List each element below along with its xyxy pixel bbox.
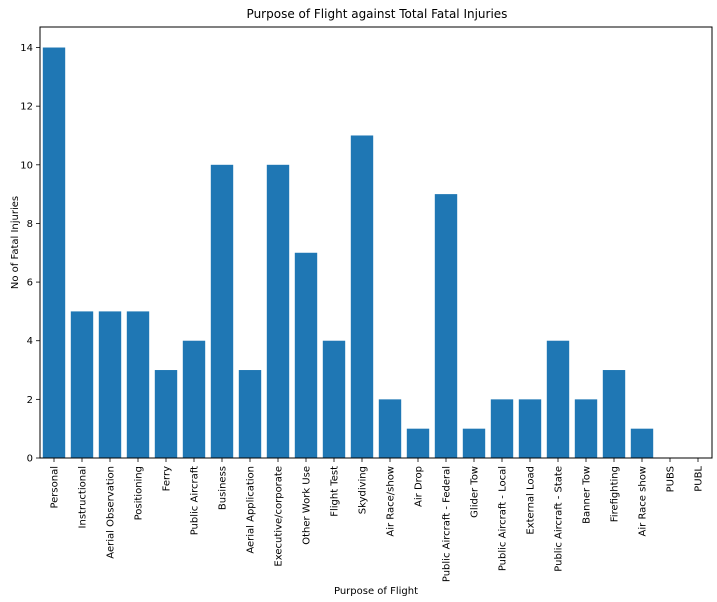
bar-19 (574, 399, 598, 458)
x-tick-label-9: Other Work Use (302, 466, 313, 545)
x-tick-label-14: Public Aircraft - Federal (442, 466, 453, 582)
bars-layer (42, 47, 654, 459)
bar-3 (126, 311, 150, 458)
y-tick-label-5: 10 (20, 160, 33, 171)
x-tick-label-11: Skydiving (358, 466, 369, 514)
bar-4 (154, 370, 178, 458)
x-tick-label-13: Air Drop (414, 466, 425, 507)
y-axis-title: No of Fatal Injuries (10, 196, 21, 289)
bar-0 (42, 47, 66, 459)
bar-14 (434, 194, 458, 458)
bar-21 (630, 428, 654, 458)
plot-frame (39, 26, 713, 459)
y-axis: 0 2 4 6 8 10 12 14 (20, 43, 40, 465)
x-axis: Personal Instructional Aerial Observation P… (50, 458, 705, 582)
y-tick-label-7: 14 (20, 43, 33, 54)
bar-13 (406, 428, 430, 458)
x-tick-label-3: Positioning (134, 466, 145, 520)
bar-12 (378, 399, 402, 458)
bar-20 (602, 370, 626, 458)
x-tick-label-2: Aerial Observation (106, 466, 117, 559)
x-tick-label-20: Firefighting (610, 466, 621, 522)
bar-17 (518, 399, 542, 458)
bar-9 (294, 252, 318, 458)
x-tick-label-15: Glider Tow (470, 466, 481, 518)
x-tick-label-22: PUBS (666, 466, 677, 492)
bar-11 (350, 135, 374, 459)
x-tick-label-16: Public Aircraft - Local (498, 466, 509, 571)
bar-2 (98, 311, 122, 458)
bar-7 (238, 370, 262, 458)
bar-8 (266, 164, 290, 459)
bar-1 (70, 311, 94, 458)
y-tick-label-1: 2 (27, 395, 33, 406)
bar-18 (546, 340, 570, 458)
x-tick-label-7: Aerial Application (246, 466, 257, 554)
bar-16 (490, 399, 514, 458)
x-tick-label-23: PUBL (694, 466, 705, 492)
bar-15 (462, 428, 486, 458)
bar-10 (322, 340, 346, 458)
x-tick-label-17: External Load (526, 466, 537, 535)
x-tick-label-21: Air Race show (638, 466, 649, 536)
y-tick-label-4: 8 (27, 219, 33, 230)
bar-6 (210, 164, 234, 459)
x-tick-label-4: Ferry (162, 466, 173, 491)
y-tick-label-6: 12 (20, 102, 33, 113)
y-tick-label-2: 4 (27, 336, 33, 347)
x-tick-label-8: Executive/corporate (274, 466, 285, 567)
y-tick-label-3: 6 (27, 278, 33, 289)
x-tick-label-12: Air Race/show (386, 466, 397, 537)
y-tick-label-0: 0 (27, 454, 33, 465)
x-tick-label-1: Instructional (78, 466, 89, 528)
x-tick-label-18: Public Aircraft - State (554, 466, 565, 572)
bar-5 (182, 340, 206, 458)
x-tick-label-10: Flight Test (330, 466, 341, 517)
x-tick-label-5: Public Aircraft (190, 466, 201, 535)
x-axis-title: Purpose of Flight (334, 586, 418, 597)
x-tick-label-6: Business (218, 466, 229, 510)
x-tick-label-0: Personal (50, 466, 61, 509)
chart-title: Purpose of Flight against Total Fatal In… (247, 7, 508, 21)
x-tick-label-19: Banner Tow (582, 466, 593, 524)
